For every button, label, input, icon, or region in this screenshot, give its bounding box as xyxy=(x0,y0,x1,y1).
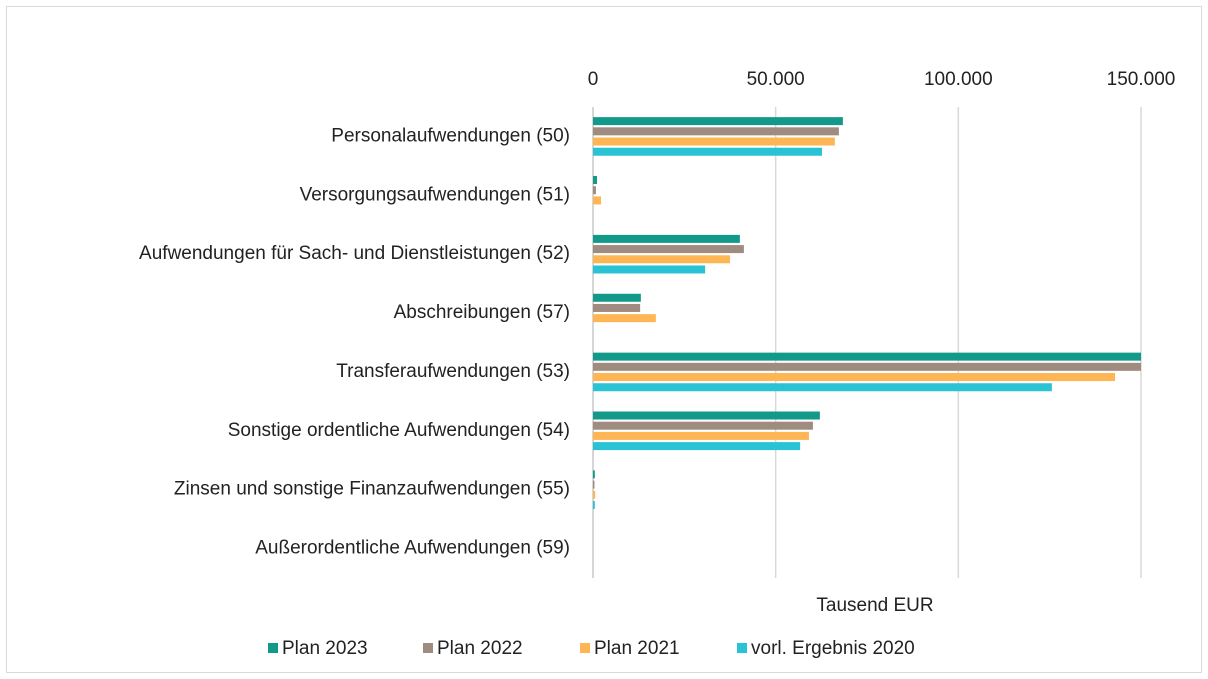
bar xyxy=(593,442,801,451)
y-tick-label: Aufwendungen für Sach- und Dienstleistun… xyxy=(139,243,570,264)
legend-label: Plan 2023 xyxy=(282,638,368,659)
legend-swatch xyxy=(268,643,278,653)
bar xyxy=(593,186,596,195)
bar xyxy=(593,470,595,479)
bar xyxy=(593,117,843,126)
bar xyxy=(593,421,813,430)
bar xyxy=(593,490,596,499)
bar xyxy=(593,147,823,156)
bar xyxy=(593,431,809,440)
bar xyxy=(593,303,641,312)
legend-swatch xyxy=(580,643,590,653)
y-tick-label: Zinsen und sonstige Finanzaufwendungen (… xyxy=(174,479,570,500)
legend-swatch xyxy=(737,643,747,653)
y-tick-label: Sonstige ordentliche Aufwendungen (54) xyxy=(228,420,570,441)
bar xyxy=(593,127,839,136)
x-tick-label: 50.000 xyxy=(747,69,805,90)
legend-label: Plan 2022 xyxy=(437,638,523,659)
legend-label: vorl. Ergebnis 2020 xyxy=(751,638,915,659)
bar xyxy=(593,265,706,274)
bar xyxy=(593,480,595,489)
y-tick-label: Transferaufwendungen (53) xyxy=(336,361,570,382)
bar xyxy=(593,411,820,420)
bar xyxy=(593,383,1052,392)
bar xyxy=(593,362,1141,371)
x-axis-title: Tausend EUR xyxy=(816,595,933,616)
bar xyxy=(593,500,595,509)
y-tick-label: Personalaufwendungen (50) xyxy=(331,125,570,146)
bar xyxy=(593,196,602,205)
bar xyxy=(593,245,744,254)
y-tick-label: Abschreibungen (57) xyxy=(394,302,570,323)
bar xyxy=(593,314,656,323)
y-tick-label: Versorgungsaufwendungen (51) xyxy=(300,184,570,205)
bar xyxy=(593,352,1141,361)
bar xyxy=(593,137,835,146)
bar xyxy=(593,293,641,302)
x-tick-label: 0 xyxy=(588,69,599,90)
chart-frame xyxy=(6,6,1202,673)
legend-swatch xyxy=(423,643,433,653)
legend-label: Plan 2021 xyxy=(594,638,680,659)
x-tick-label: 150.000 xyxy=(1107,69,1176,90)
x-tick-label: 100.000 xyxy=(924,69,993,90)
bar xyxy=(593,176,598,185)
y-tick-label: Außerordentliche Aufwendungen (59) xyxy=(255,538,570,559)
bar xyxy=(593,234,740,243)
bar xyxy=(593,255,730,264)
bar xyxy=(593,373,1116,382)
